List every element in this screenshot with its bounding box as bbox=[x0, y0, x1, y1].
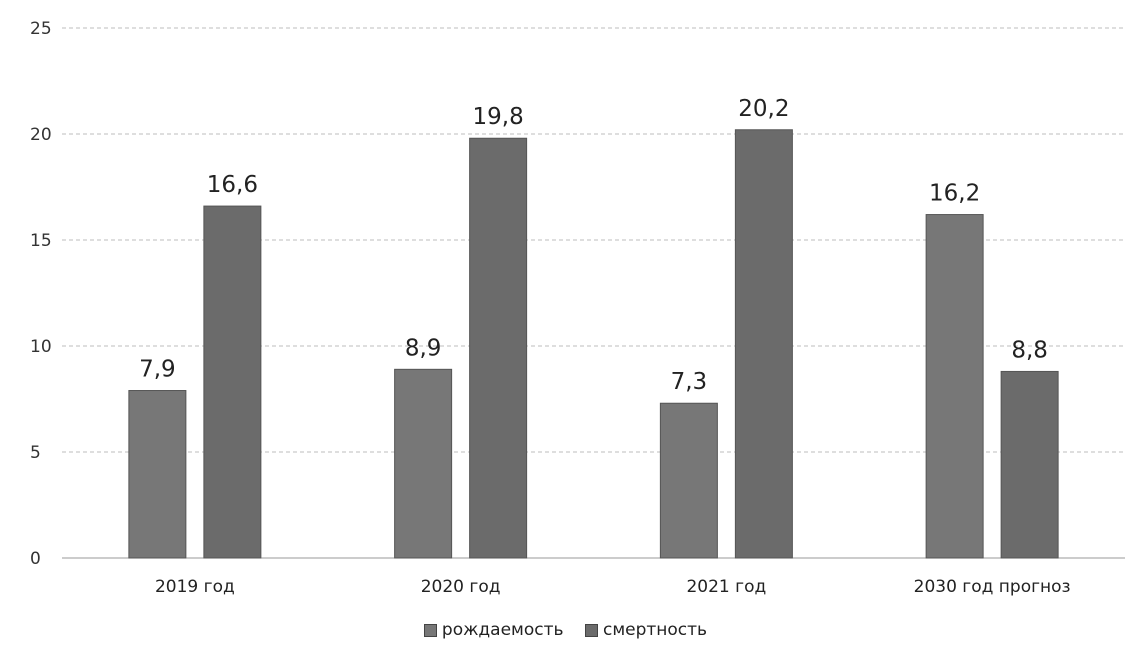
data-label: 7,3 bbox=[671, 369, 708, 395]
data-label: 19,8 bbox=[473, 104, 524, 130]
legend-label-deaths: смертность bbox=[602, 620, 708, 640]
bar-deaths-0 bbox=[203, 205, 262, 559]
legend-item-births: рождаемость bbox=[423, 620, 564, 640]
legend-swatch-deaths bbox=[584, 623, 598, 637]
legend: рождаемость смертность bbox=[0, 620, 1131, 640]
y-tick-label: 5 bbox=[30, 443, 41, 463]
bars bbox=[128, 129, 1059, 559]
y-tick-label: 15 bbox=[30, 231, 52, 251]
data-label: 16,6 bbox=[207, 172, 258, 198]
data-label: 7,9 bbox=[139, 357, 176, 383]
y-tick-label: 0 bbox=[30, 549, 41, 569]
bar-births-1 bbox=[394, 368, 453, 559]
y-tick-label: 25 bbox=[30, 19, 52, 39]
x-category-label: 2019 год bbox=[155, 577, 235, 597]
data-label: 8,9 bbox=[405, 335, 442, 361]
legend-label-births: рождаемость bbox=[441, 620, 564, 640]
y-tick-label: 10 bbox=[30, 337, 52, 357]
data-labels: 7,9 16,6 8,9 19,8 7,3 20,2 16,2 8,8 bbox=[139, 96, 1048, 395]
data-label: 8,8 bbox=[1011, 337, 1048, 363]
y-tick-label: 20 bbox=[30, 125, 52, 145]
bar-deaths-2 bbox=[734, 129, 793, 559]
x-category-label: 2030 год прогноз bbox=[914, 577, 1071, 597]
bar-deaths-1 bbox=[469, 137, 528, 559]
x-category-label: 2021 год bbox=[686, 577, 766, 597]
x-category-label: 2020 год bbox=[421, 577, 501, 597]
data-label: 16,2 bbox=[929, 181, 980, 207]
x-axis-categories: 2019 год 2020 год 2021 год 2030 год прогноз bbox=[155, 577, 1071, 597]
bar-births-0 bbox=[128, 390, 187, 559]
bar-births-2 bbox=[659, 402, 718, 559]
y-axis-ticks: 0 5 10 15 20 25 bbox=[30, 19, 52, 569]
bar-births-3 bbox=[925, 214, 984, 559]
legend-item-deaths: смертность bbox=[584, 620, 708, 640]
legend-swatch-births bbox=[423, 623, 437, 637]
bar-deaths-3 bbox=[1000, 370, 1059, 559]
data-label: 20,2 bbox=[738, 96, 789, 122]
